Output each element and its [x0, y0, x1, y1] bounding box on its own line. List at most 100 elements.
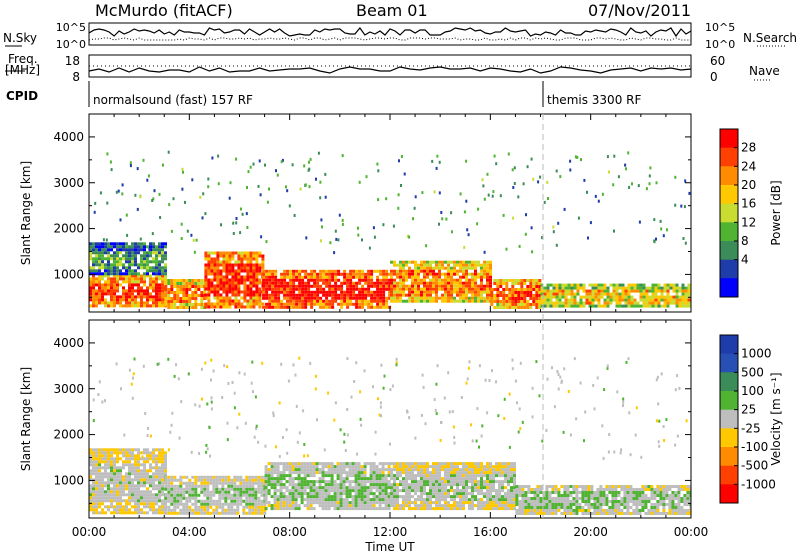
- heat-cell: [393, 272, 396, 276]
- heat-cell: [511, 288, 515, 291]
- heat-cell: [164, 285, 168, 288]
- heat-cell: [342, 468, 346, 472]
- heat-cell: [95, 484, 98, 488]
- heat-cell: [227, 475, 231, 479]
- heat-cell: [564, 301, 568, 305]
- heat-cell: [98, 292, 101, 296]
- heat-cell: [382, 287, 386, 291]
- heat-cell: [493, 288, 497, 291]
- heat-cell: [405, 477, 408, 481]
- heat-cell: [117, 189, 120, 193]
- heat-cell: [393, 483, 396, 487]
- heat-cell: [295, 272, 299, 276]
- heat-cell: [143, 274, 146, 278]
- heat-cell: [292, 293, 296, 297]
- heat-cell: [405, 263, 408, 267]
- heat-cell: [411, 465, 414, 469]
- heat-cell: [131, 466, 134, 470]
- heat-cell: [493, 297, 497, 300]
- heat-cell: [480, 263, 483, 267]
- heat-cell: [468, 492, 471, 496]
- heat-cell: [92, 481, 95, 485]
- heat-cell: [229, 181, 232, 185]
- heat-cell: [370, 293, 374, 297]
- heat-cell: [263, 502, 267, 506]
- heat-cell: [101, 460, 104, 464]
- heat-cell: [471, 462, 474, 466]
- heat-cell: [161, 298, 164, 302]
- heat-cell: [341, 154, 344, 158]
- heat-cell: [493, 154, 496, 158]
- heat-cell: [200, 490, 204, 494]
- heat-cell: [116, 457, 119, 461]
- heat-cell: [645, 298, 649, 302]
- heat-cell: [441, 260, 444, 264]
- heat-cell: [230, 481, 234, 485]
- heat-cell: [219, 269, 223, 273]
- heat-cell: [170, 481, 174, 485]
- heat-cell: [300, 486, 304, 490]
- heat-cell: [231, 272, 235, 276]
- heat-cell: [337, 296, 341, 300]
- heat-cell: [357, 507, 361, 511]
- heat-cell: [231, 293, 235, 297]
- heat-cell: [420, 498, 423, 502]
- heat-cell: [363, 489, 367, 493]
- heat-cell: [104, 457, 107, 461]
- heat-cell: [313, 293, 317, 297]
- heat-cell: [450, 266, 453, 270]
- heat-cell: [234, 305, 238, 309]
- heat-cell: [268, 302, 272, 306]
- heat-cell: [137, 266, 140, 270]
- heat-cell: [336, 486, 340, 490]
- heat-cell: [426, 501, 429, 505]
- heat-cell: [453, 489, 456, 493]
- heat-cell: [125, 242, 128, 246]
- heat-cell: [245, 511, 249, 515]
- heat-cell: [351, 471, 355, 475]
- heat-cell: [137, 451, 140, 455]
- heat-cell: [420, 287, 423, 291]
- heat-cell: [518, 494, 522, 497]
- heat-cell: [609, 301, 613, 305]
- heat-cell: [382, 296, 386, 300]
- heat-cell: [254, 496, 258, 500]
- heat-cell: [549, 304, 553, 308]
- heat-cell: [104, 286, 107, 290]
- heat-cell: [396, 477, 399, 481]
- heat-cell: [496, 288, 500, 291]
- heat-cell: [426, 275, 429, 279]
- heat-cell: [303, 462, 307, 466]
- heat-cell: [378, 480, 382, 484]
- heat-cell: [125, 487, 128, 491]
- heat-cell: [110, 286, 113, 290]
- heat-cell: [233, 484, 237, 488]
- heat-cell: [131, 260, 134, 264]
- heat-cell: [624, 304, 628, 308]
- heat-cell: [140, 499, 143, 503]
- heat-cell: [254, 499, 258, 503]
- heat-cell: [249, 299, 253, 303]
- heat-cell: [155, 466, 158, 470]
- heat-cell: [378, 507, 382, 511]
- heat-cell: [128, 257, 131, 261]
- heat-cell: [131, 496, 134, 500]
- heat-cell: [246, 287, 250, 291]
- heat-cell: [393, 501, 396, 505]
- heat-cell: [225, 290, 229, 294]
- heat-cell: [543, 292, 547, 296]
- heat-cell: [325, 275, 329, 279]
- heat-cell: [465, 468, 468, 472]
- heat-cell: [348, 489, 352, 493]
- heat-cell: [230, 484, 234, 488]
- heat-cell: [533, 500, 537, 503]
- heat-cell: [411, 486, 414, 490]
- heat-cell: [188, 508, 192, 512]
- heat-cell: [468, 501, 471, 505]
- heat-cell: [289, 305, 293, 309]
- heat-cell: [122, 242, 125, 246]
- heat-cell: [140, 481, 143, 485]
- heat-cell: [143, 289, 146, 293]
- heat-cell: [243, 251, 247, 255]
- heat-cell: [426, 269, 429, 273]
